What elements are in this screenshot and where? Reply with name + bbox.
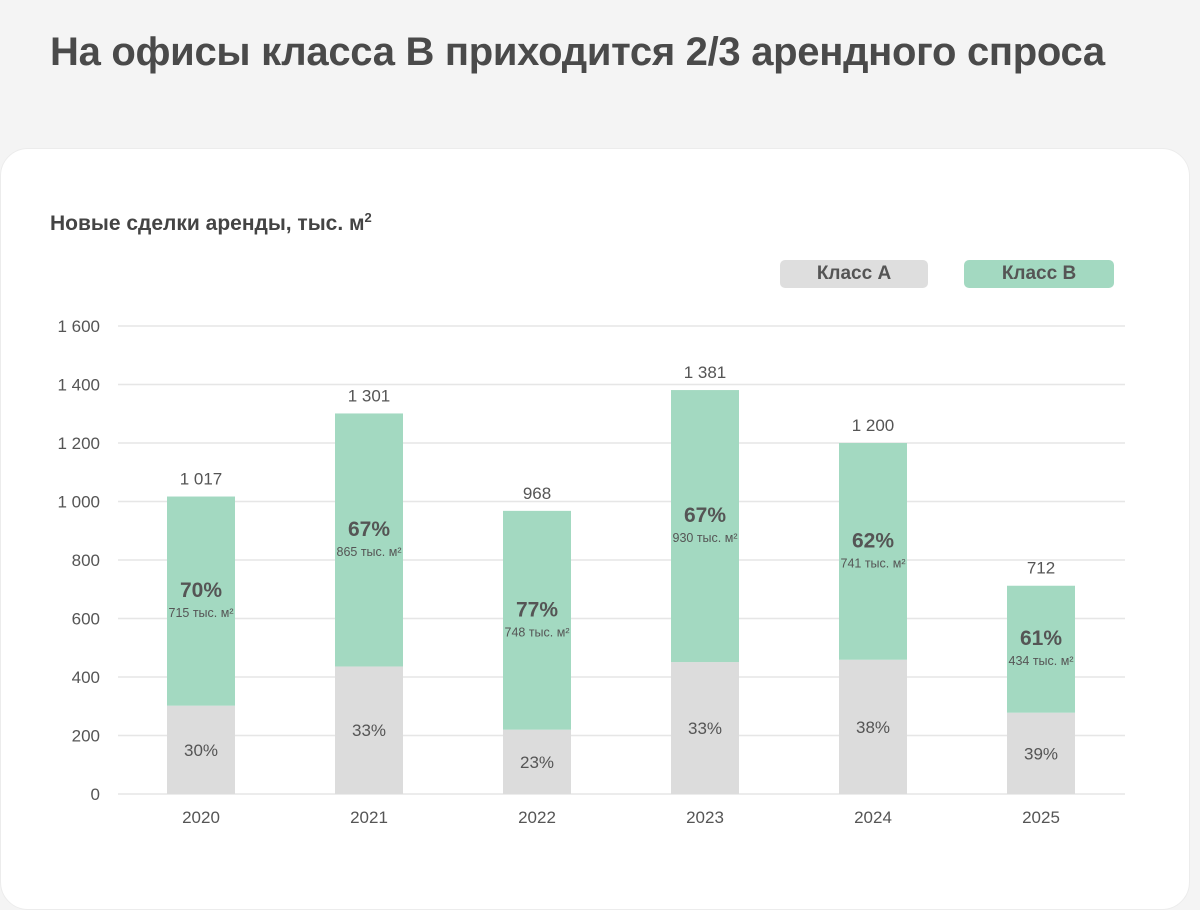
- y-tick-label-0: 0: [91, 785, 100, 804]
- bar-class-b-2021: [335, 413, 403, 667]
- bar-class-b-2023: [671, 390, 739, 663]
- total-label-2024: 1 200: [852, 416, 895, 435]
- x-tick-label-2025: 2025: [1022, 808, 1060, 827]
- chart-title-text: Новые сделки аренды, тыс. м: [50, 212, 365, 235]
- x-tick-label-2024: 2024: [854, 808, 892, 827]
- bar-class-b-2024: [839, 443, 907, 660]
- y-tick-label-200: 200: [72, 727, 100, 746]
- legend-item-class-b: Класс B: [964, 260, 1114, 288]
- bar-class-b-2020: [167, 496, 235, 706]
- pct-label-class-a-2020: 30%: [184, 741, 218, 760]
- pct-label-class-a-2025: 39%: [1024, 744, 1058, 763]
- pct-label-class-a-2023: 33%: [688, 719, 722, 738]
- bar-class-b-2022: [503, 510, 571, 730]
- pct-label-class-b-2020: 70%: [180, 579, 222, 602]
- x-tick-label-2022: 2022: [518, 808, 556, 827]
- y-tick-label-800: 800: [72, 551, 100, 570]
- abs-label-class-b-2020: 715 тыс. м²: [169, 606, 234, 620]
- total-label-2021: 1 301: [348, 386, 391, 405]
- y-tick-label-1600: 1 600: [57, 317, 100, 336]
- pct-label-class-b-2024: 62%: [852, 529, 894, 552]
- bar-class-a-2023: [671, 662, 739, 794]
- page-title: На офисы класса B приходится 2/3 арендно…: [50, 30, 1105, 74]
- bar-class-a-2025: [1007, 712, 1075, 794]
- bar-class-a-2024: [839, 659, 907, 794]
- legend-item-class-a: Класс A: [780, 260, 928, 288]
- pct-label-class-a-2024: 38%: [856, 718, 890, 737]
- total-label-2022: 968: [523, 484, 551, 503]
- x-tick-label-2023: 2023: [686, 808, 724, 827]
- y-tick-label-600: 600: [72, 610, 100, 629]
- bar-class-b-2025: [1007, 585, 1075, 713]
- pct-label-class-b-2025: 61%: [1020, 627, 1062, 650]
- chart-title: Новые сделки аренды, тыс. м2: [50, 210, 372, 236]
- total-label-2023: 1 381: [684, 363, 727, 382]
- chart-title-superscript: 2: [364, 210, 372, 225]
- total-label-2020: 1 017: [180, 470, 223, 489]
- y-tick-label-1400: 1 400: [57, 376, 100, 395]
- total-label-2025: 712: [1027, 559, 1055, 578]
- pct-label-class-b-2021: 67%: [348, 518, 390, 541]
- x-tick-label-2020: 2020: [182, 808, 220, 827]
- abs-label-class-b-2021: 865 тыс. м²: [337, 545, 402, 559]
- abs-label-class-b-2022: 748 тыс. м²: [505, 625, 570, 639]
- bar-class-a-2021: [335, 666, 403, 794]
- pct-label-class-a-2022: 23%: [520, 753, 554, 772]
- pct-label-class-b-2022: 77%: [516, 598, 558, 621]
- pct-label-class-b-2023: 67%: [684, 504, 726, 527]
- y-tick-label-400: 400: [72, 668, 100, 687]
- abs-label-class-b-2025: 434 тыс. м²: [1009, 654, 1074, 668]
- abs-label-class-b-2023: 930 тыс. м²: [673, 531, 738, 545]
- pct-label-class-a-2021: 33%: [352, 721, 386, 740]
- bar-class-a-2022: [503, 729, 571, 794]
- x-tick-label-2021: 2021: [350, 808, 388, 827]
- y-tick-label-1000: 1 000: [57, 493, 100, 512]
- abs-label-class-b-2024: 741 тыс. м²: [841, 556, 906, 570]
- bar-class-a-2020: [167, 705, 235, 794]
- stacked-bar-chart: 0 200 400 600 800 1 000 1 200 1 400 1 600 1 017 70…: [57, 317, 1125, 827]
- y-tick-label-1200: 1 200: [57, 434, 100, 453]
